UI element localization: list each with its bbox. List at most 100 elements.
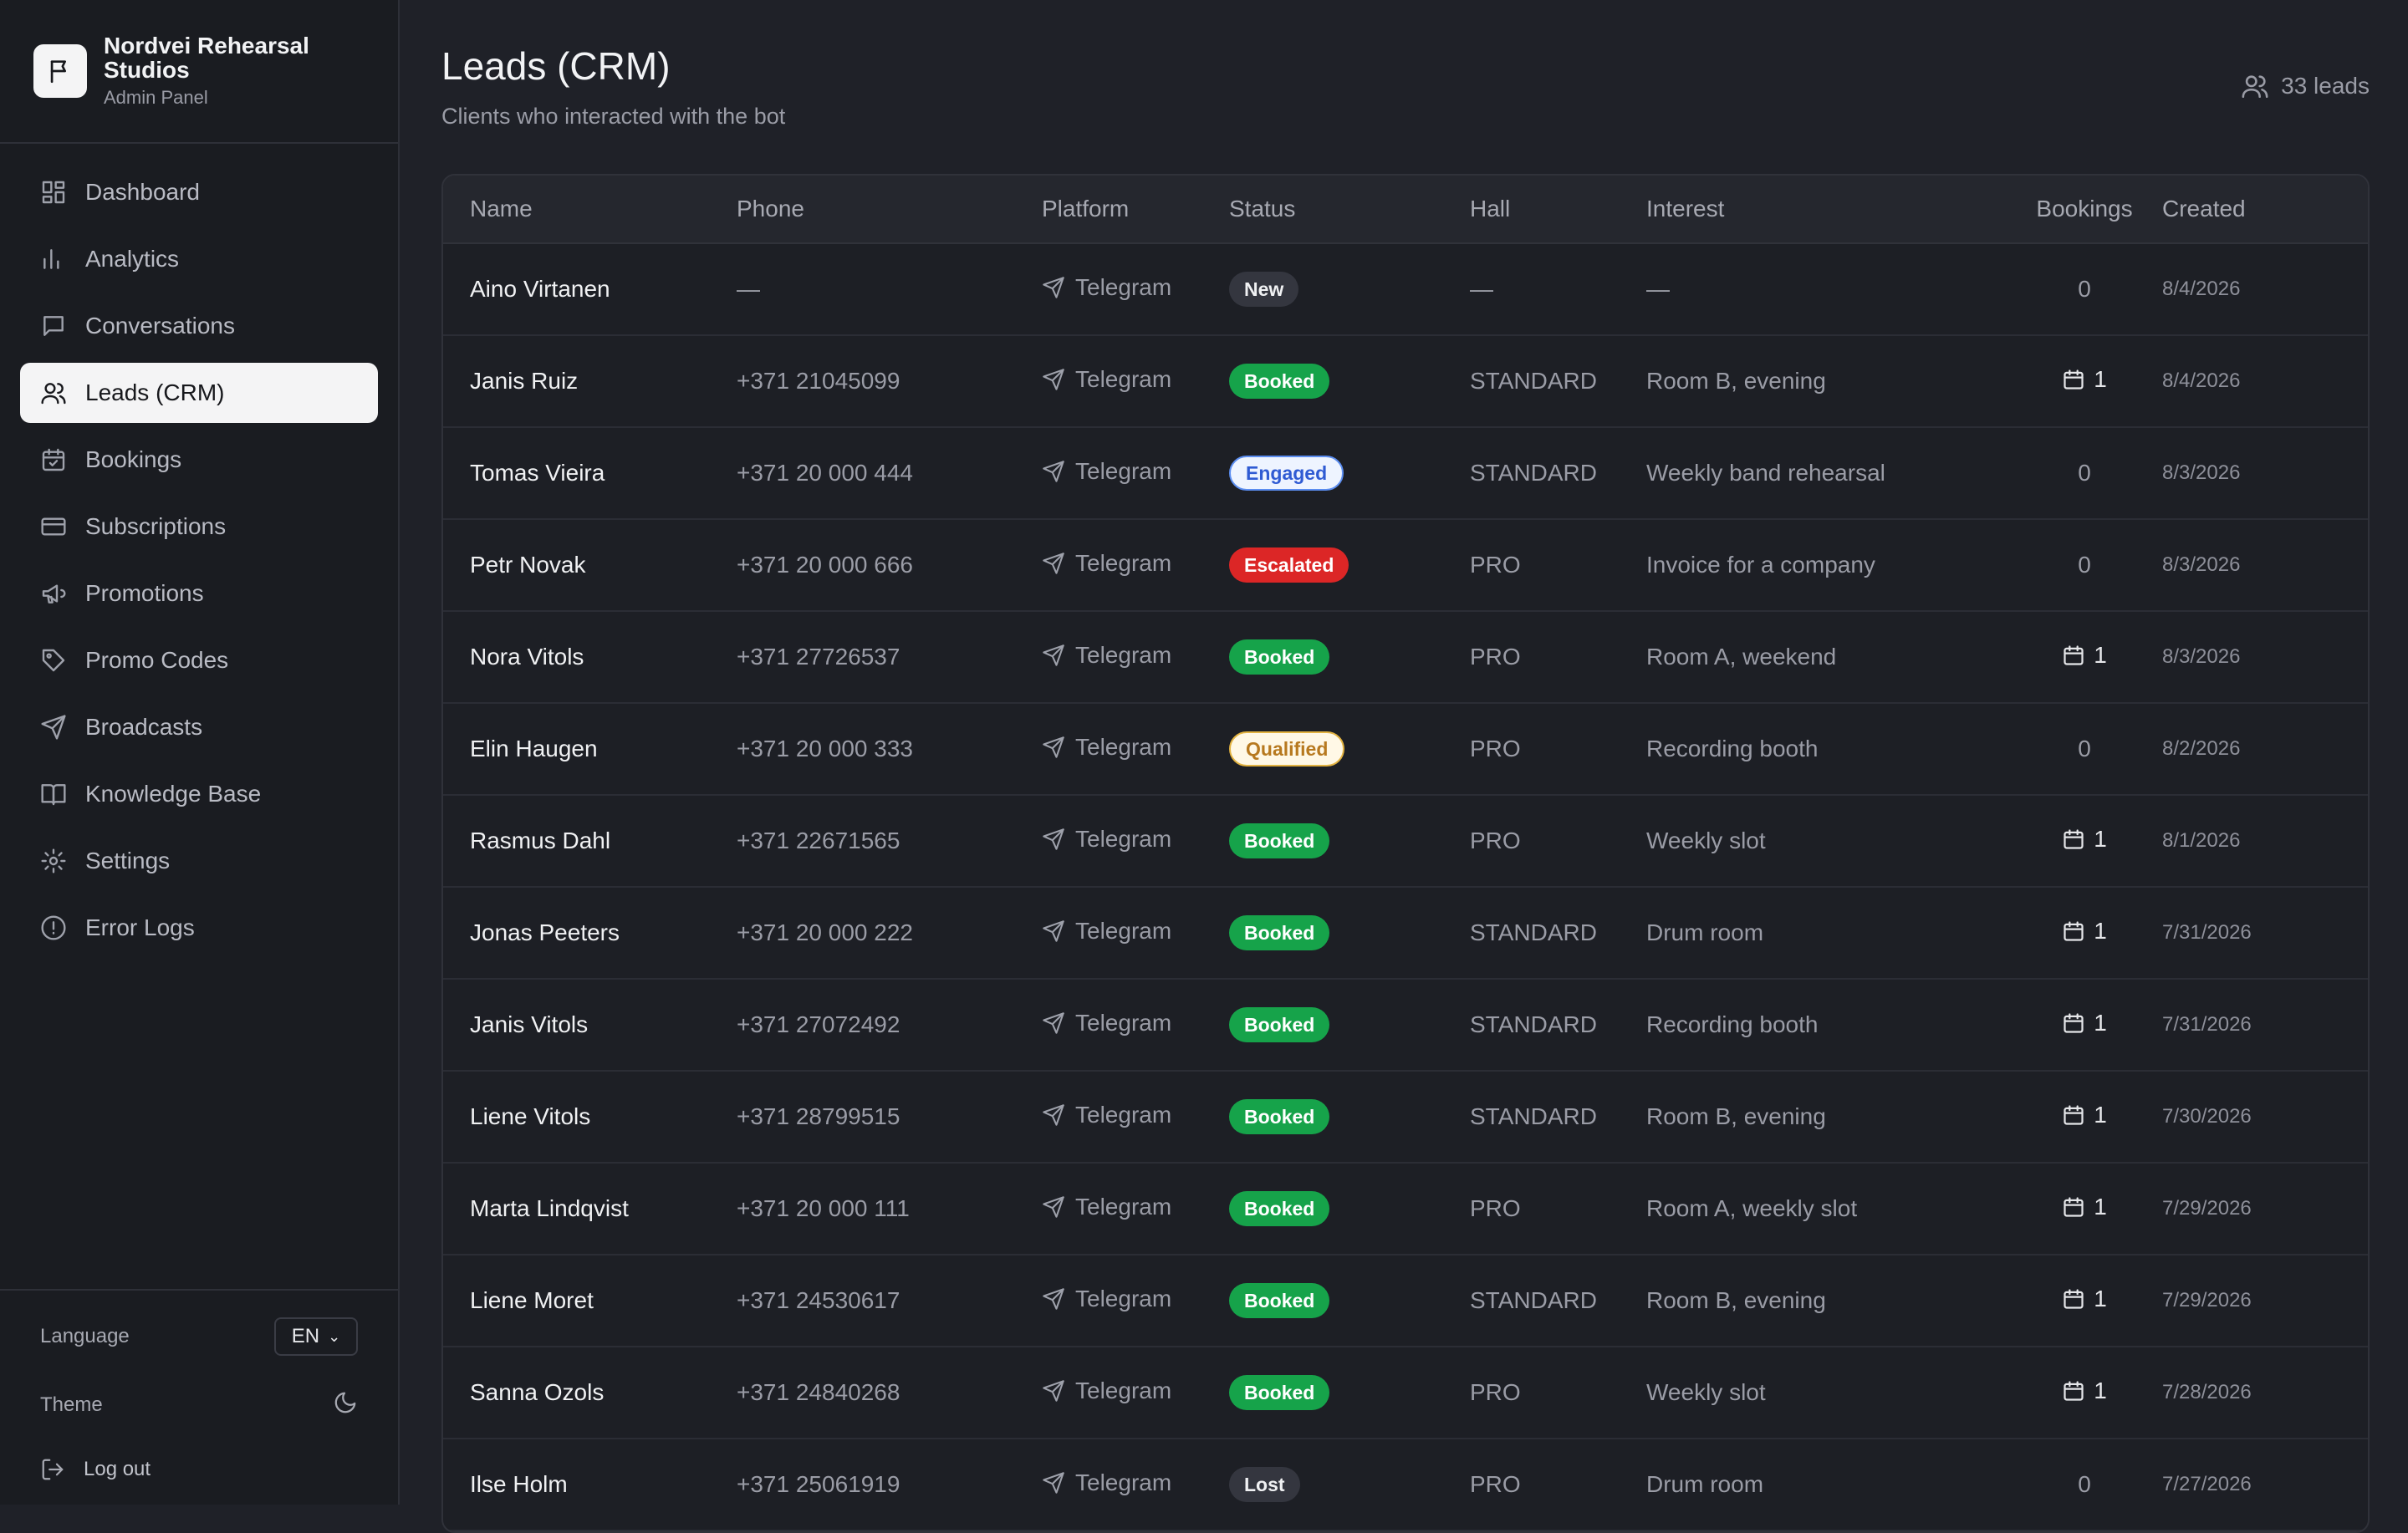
- lead-name: Rasmus Dahl: [443, 795, 737, 888]
- lead-bookings[interactable]: 1: [2062, 642, 2107, 669]
- lead-bookings[interactable]: 1: [2062, 1102, 2107, 1128]
- lead-interest: Weekly slot: [1646, 1347, 2007, 1439]
- sidebar-item-knowledge-base[interactable]: Knowledge Base: [20, 764, 378, 824]
- platform-label: Telegram: [1075, 825, 1172, 852]
- lead-created: 8/4/2026: [2162, 335, 2368, 428]
- calendar-icon: [2064, 920, 2084, 941]
- lead-interest: Drum room: [1646, 1439, 2007, 1531]
- bookings-count: 1: [2094, 1377, 2107, 1403]
- lead-platform-cell: Telegram: [1042, 243, 1229, 336]
- lead-hall: PRO: [1470, 703, 1646, 796]
- lead-interest: —: [1646, 243, 2007, 336]
- sidebar-item-bookings[interactable]: Bookings: [20, 430, 378, 490]
- lead-bookings[interactable]: 1: [2062, 1194, 2107, 1220]
- lead-platform-cell: Telegram: [1042, 335, 1229, 428]
- lead-bookings[interactable]: 1: [2062, 1378, 2107, 1404]
- lead-hall: PRO: [1470, 1347, 1646, 1439]
- status-badge: Booked: [1229, 364, 1330, 399]
- lead-name: Nora Vitols: [443, 611, 737, 704]
- column-header-interest[interactable]: Interest: [1646, 176, 2007, 244]
- lead-bookings: 0: [2078, 552, 2091, 578]
- logout-icon: [42, 1459, 64, 1480]
- table-row[interactable]: Janis Ruiz +371 21045099 Telegram Booked STA…: [443, 335, 2368, 428]
- users-icon: [41, 383, 66, 405]
- sidebar-item-subscriptions[interactable]: Subscriptions: [20, 497, 378, 557]
- lead-platform-cell: Telegram: [1042, 1255, 1229, 1347]
- lead-bookings-cell: 1: [2007, 611, 2162, 704]
- status-badge: Booked: [1229, 1099, 1330, 1134]
- lead-status-cell: Booked: [1229, 1255, 1470, 1347]
- language-select[interactable]: EN ⌄: [274, 1317, 358, 1356]
- lead-platform: Telegram: [1042, 734, 1171, 761]
- lead-bookings[interactable]: 1: [2062, 826, 2107, 853]
- column-header-hall[interactable]: Hall: [1470, 176, 1646, 244]
- tag-icon: [42, 649, 65, 672]
- sidebar-item-promotions[interactable]: Promotions: [20, 563, 378, 624]
- lead-count: 33 leads: [2241, 72, 2370, 100]
- column-header-platform[interactable]: Platform: [1042, 176, 1229, 244]
- lead-platform: Telegram: [1042, 826, 1171, 853]
- table-row[interactable]: Jonas Peeters +371 20 000 222 Telegram Book…: [443, 887, 2368, 980]
- lead-bookings[interactable]: 1: [2062, 1286, 2107, 1312]
- bookings-count: 0: [2078, 736, 2091, 761]
- sidebar-item-label: Dashboard: [85, 179, 200, 205]
- lead-bookings-cell: 0: [2007, 519, 2162, 612]
- lead-platform: Telegram: [1042, 918, 1171, 945]
- column-header-bookings[interactable]: Bookings: [2007, 176, 2162, 244]
- sidebar-item-dashboard[interactable]: Dashboard: [20, 162, 378, 222]
- lead-bookings-cell: 0: [2007, 703, 2162, 796]
- table-row[interactable]: Nora Vitols +371 27726537 Telegram Booked PR…: [443, 611, 2368, 704]
- lead-bookings[interactable]: 1: [2062, 1010, 2107, 1036]
- platform-label: Telegram: [1075, 365, 1172, 392]
- sidebar-item-error-logs[interactable]: Error Logs: [20, 898, 378, 958]
- lead-phone: +371 28799515: [737, 1071, 1042, 1164]
- bookings-count: 1: [2094, 365, 2107, 392]
- lead-status-cell: Qualified: [1229, 703, 1470, 796]
- column-header-phone[interactable]: Phone: [737, 176, 1042, 244]
- status-badge: Booked: [1229, 1191, 1330, 1226]
- sidebar-item-leads[interactable]: Leads (CRM): [20, 363, 378, 423]
- sidebar-item-broadcasts[interactable]: Broadcasts: [20, 697, 378, 757]
- sidebar: Nordvei Rehearsal Studios Admin Panel Da…: [0, 0, 400, 1505]
- moon-icon[interactable]: [333, 1390, 358, 1421]
- table-row[interactable]: Liene Moret +371 24530617 Telegram Booked ST…: [443, 1255, 2368, 1347]
- table-row[interactable]: Petr Novak +371 20 000 666 Telegram Escalat…: [443, 519, 2368, 612]
- column-header-created[interactable]: Created: [2162, 176, 2368, 244]
- sidebar-item-conversations[interactable]: Conversations: [20, 296, 378, 356]
- sidebar-item-settings[interactable]: Settings: [20, 831, 378, 891]
- lead-bookings-cell: 1: [2007, 795, 2162, 888]
- page-subtitle: Clients who interacted with the bot: [441, 104, 786, 129]
- lead-phone: —: [737, 243, 1042, 336]
- sidebar-item-promo-codes[interactable]: Promo Codes: [20, 630, 378, 690]
- table-row[interactable]: Rasmus Dahl +371 22671565 Telegram Booked PR…: [443, 795, 2368, 888]
- lead-platform-cell: Telegram: [1042, 519, 1229, 612]
- lead-created: 7/29/2026: [2162, 1255, 2368, 1347]
- lead-platform-cell: Telegram: [1042, 979, 1229, 1072]
- send-icon: [1043, 1011, 1064, 1034]
- table-row[interactable]: Janis Vitols +371 27072492 Telegram Booked S…: [443, 979, 2368, 1072]
- table-row[interactable]: Liene Vitols +371 28799515 Telegram Booked S…: [443, 1071, 2368, 1164]
- lead-bookings-cell: 0: [2007, 243, 2162, 336]
- lead-bookings[interactable]: 1: [2062, 918, 2107, 945]
- sidebar-item-analytics[interactable]: Analytics: [20, 229, 378, 289]
- table-row[interactable]: Ilse Holm +371 25061919 Telegram Lost PRO Dru…: [443, 1439, 2368, 1531]
- lead-platform: Telegram: [1042, 1102, 1171, 1128]
- lead-bookings[interactable]: 1: [2062, 366, 2107, 393]
- status-badge: New: [1229, 272, 1299, 307]
- lead-name: Marta Lindqvist: [443, 1163, 737, 1255]
- table-row[interactable]: Tomas Vieira +371 20 000 444 Telegram Engag…: [443, 427, 2368, 520]
- lead-created: 8/3/2026: [2162, 427, 2368, 520]
- sidebar-item-label: Bookings: [85, 446, 182, 472]
- lead-name: Janis Vitols: [443, 979, 737, 1072]
- send-icon: [1043, 552, 1064, 574]
- table-row[interactable]: Aino Virtanen — Telegram New — —0 8/4/2026: [443, 243, 2368, 336]
- column-header-name[interactable]: Name: [443, 176, 737, 244]
- status-badge: Engaged: [1229, 456, 1344, 491]
- column-header-status[interactable]: Status: [1229, 176, 1470, 244]
- table-row[interactable]: Elin Haugen +371 20 000 333 Telegram Qualif…: [443, 703, 2368, 796]
- table-row[interactable]: Sanna Ozols +371 24840268 Telegram Booked PR…: [443, 1347, 2368, 1439]
- lead-bookings-cell: 1: [2007, 335, 2162, 428]
- logout-button[interactable]: Log out: [40, 1451, 358, 1488]
- table-row[interactable]: Marta Lindqvist +371 20 000 111 Telegram Bo…: [443, 1163, 2368, 1255]
- platform-label: Telegram: [1075, 1101, 1172, 1128]
